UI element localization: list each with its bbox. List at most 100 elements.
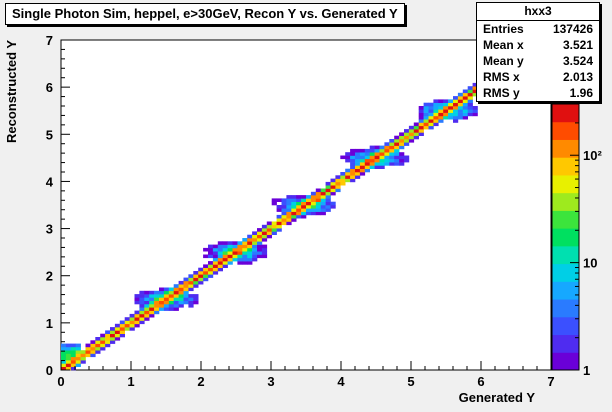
heatmap-cell	[369, 162, 375, 166]
heatmap-cell	[448, 112, 454, 117]
heatmap-cell	[423, 115, 429, 120]
heatmap-cell	[193, 271, 199, 275]
heatmap-cell	[457, 106, 464, 110]
heatmap-cell	[467, 102, 473, 107]
heatmap-cell	[232, 241, 238, 245]
heatmap-cell	[408, 139, 415, 143]
heatmap-cell	[261, 238, 268, 242]
colorbar-step	[552, 316, 579, 336]
heatmap-cell	[399, 142, 405, 146]
heatmap-cell	[286, 201, 292, 206]
heatmap-cell	[173, 300, 179, 305]
heatmap-cell	[355, 172, 361, 176]
heatmap-cell	[467, 86, 473, 90]
heatmap-cell	[124, 320, 130, 325]
heatmap-cell	[144, 300, 150, 305]
heatmap-cell	[350, 155, 356, 160]
heatmap-cell	[252, 257, 258, 262]
heatmap-cell	[438, 119, 444, 123]
heatmap-cell	[330, 201, 336, 206]
heatmap-cell	[252, 251, 258, 255]
heatmap-cell	[433, 119, 439, 123]
heatmap-cell	[453, 112, 459, 117]
x-axis-label: Generated Y	[458, 390, 535, 405]
heatmap-cell	[330, 178, 336, 183]
heatmap-cell	[286, 208, 292, 212]
heatmap-cell	[193, 277, 199, 282]
heatmap-cell	[119, 320, 125, 325]
heatmap-cell	[90, 343, 96, 348]
heatmap-cell	[80, 350, 86, 354]
heatmap-cell	[61, 363, 67, 367]
heatmap-cell	[428, 119, 434, 123]
heatmap-cell	[100, 333, 106, 338]
stats-row: Mean y 3.524	[477, 53, 599, 69]
heatmap-cell	[159, 294, 165, 298]
heatmap-cell	[355, 158, 361, 163]
heatmap-cell	[276, 214, 282, 219]
heatmap-cell	[154, 297, 160, 301]
heatmap-cell	[266, 234, 272, 239]
heatmap-cell	[139, 317, 145, 321]
heatmap-cell	[271, 198, 277, 202]
heatmap-cell	[144, 317, 150, 321]
heatmap-cell	[149, 304, 155, 308]
heatmap-cell	[183, 287, 189, 292]
heatmap-cell	[404, 142, 410, 146]
heatmap-cell	[65, 350, 72, 354]
heatmap-cell	[212, 257, 219, 262]
heatmap-cell	[261, 224, 268, 229]
heatmap-cell	[389, 145, 395, 150]
heatmap-cell	[237, 251, 243, 255]
heatmap-cell	[448, 106, 454, 110]
heatmap-cell	[379, 165, 385, 169]
heatmap-cell	[70, 366, 76, 371]
heatmap-cell	[350, 158, 356, 163]
heatmap-cell	[355, 155, 361, 160]
heatmap-cell	[159, 307, 165, 311]
heatmap-cell	[448, 115, 454, 120]
heatmap-cell	[433, 112, 439, 117]
heatmap-cell	[257, 244, 263, 249]
heatmap-cell	[462, 115, 468, 120]
heatmap-cell	[394, 148, 400, 153]
heatmap-cell	[340, 155, 346, 160]
heatmap-cell	[65, 363, 72, 367]
heatmap-cell	[149, 297, 155, 301]
heatmap-cell	[315, 208, 321, 212]
y-tick-label: 6	[46, 80, 53, 95]
heatmap-cell	[173, 307, 179, 311]
heatmap-cell	[355, 175, 361, 179]
heatmap-cell	[168, 304, 174, 308]
heatmap-cell	[359, 168, 366, 173]
heatmap-cell	[408, 132, 415, 136]
heatmap-cell	[188, 284, 194, 288]
heatmap-cell	[257, 231, 263, 235]
heatmap-cell	[453, 119, 459, 123]
heatmap-cell	[183, 277, 189, 282]
heatmap-cell	[70, 356, 76, 361]
heatmap-cell	[374, 158, 380, 163]
heatmap-cell	[227, 261, 233, 265]
heatmap-cell	[134, 297, 140, 301]
heatmap-cell	[345, 158, 351, 163]
heatmap-cell	[428, 122, 434, 127]
colorbar-step	[552, 174, 579, 194]
heatmap-cell	[335, 188, 341, 193]
heatmap-cell	[217, 254, 223, 259]
heatmap-cell	[129, 320, 135, 325]
heatmap-cell	[212, 271, 219, 275]
heatmap-cell	[286, 205, 292, 209]
colorbar-step	[552, 263, 579, 282]
heatmap-cell	[281, 201, 287, 206]
heatmap-cell	[399, 145, 405, 150]
heatmap-cell	[61, 356, 67, 361]
heatmap-cell	[374, 152, 380, 156]
heatmap-cell	[433, 109, 439, 113]
heatmap-cell	[90, 346, 96, 351]
heatmap-cell	[310, 195, 317, 199]
y-axis-label: Reconstructed Y	[4, 40, 19, 144]
heatmap-cell	[85, 346, 91, 351]
heatmap-cell	[448, 102, 454, 107]
heatmap-cell	[443, 112, 449, 117]
